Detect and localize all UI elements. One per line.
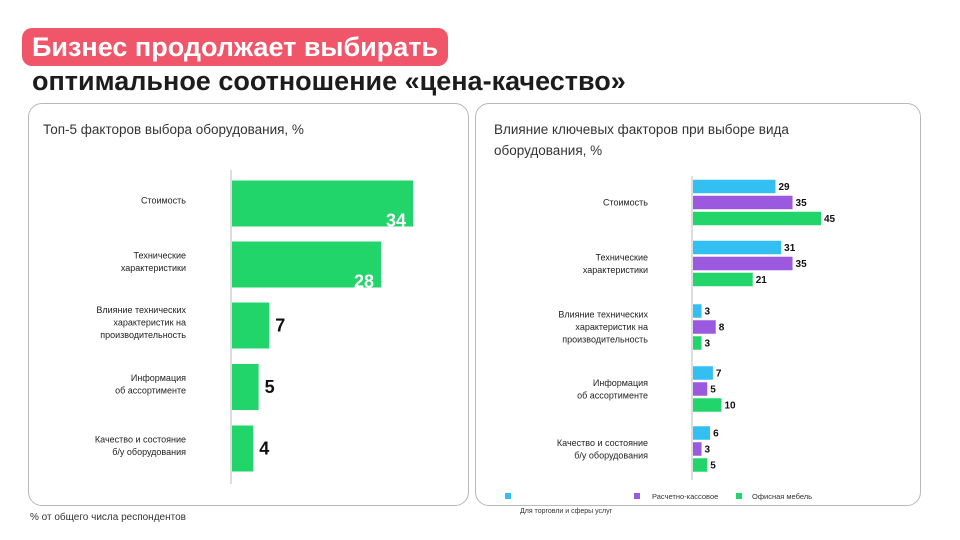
left-bar-4 xyxy=(232,364,259,410)
left-chart-panel: Топ-5 факторов выбора оборудования, % xyxy=(28,103,469,506)
left-bar-value-3: 7 xyxy=(275,316,285,336)
left-category-3-line-2: характеристик на xyxy=(113,318,186,328)
right-bar-2-series-3 xyxy=(693,272,753,287)
right-category-1-line-1: Стоимость xyxy=(603,198,648,208)
right-bar-value-5-series-3: 5 xyxy=(710,461,716,472)
left-bar-1 xyxy=(232,180,413,227)
footnote: % от общего числа респондентов xyxy=(30,512,186,523)
left-category-4-line-1: Информация xyxy=(131,373,186,383)
right-bar-1-series-2 xyxy=(693,195,793,210)
right-bar-value-4-series-3: 10 xyxy=(724,401,736,412)
right-bar-3-series-3 xyxy=(693,336,702,350)
right-bar-value-3-series-2: 8 xyxy=(719,323,725,334)
right-bar-value-4-series-2: 5 xyxy=(710,385,716,396)
left-bar-value-4: 5 xyxy=(265,377,275,397)
legend-swatch-trade xyxy=(505,493,511,499)
right-category-2-line-2: характеристики xyxy=(583,265,648,275)
left-chart-title: Топ-5 факторов выбора оборудования, % xyxy=(43,122,304,137)
right-bar-value-2-series-3: 21 xyxy=(756,275,768,286)
right-category-3-line-1: Влияние технических xyxy=(558,310,648,320)
right-bar-value-2-series-1: 31 xyxy=(784,243,796,254)
right-bar-value-3-series-1: 3 xyxy=(705,307,711,318)
right-category-5-line-2: б/у оборудования xyxy=(574,450,648,460)
right-bar-value-5-series-2: 3 xyxy=(705,445,711,456)
left-bar-value-1: 34 xyxy=(386,211,406,231)
left-bar-2 xyxy=(232,241,382,288)
right-bar-5-series-3 xyxy=(693,458,708,472)
left-category-2-line-1: Технические xyxy=(134,250,186,260)
right-bar-value-1-series-1: 29 xyxy=(778,182,790,193)
legend-swatch-office xyxy=(736,493,742,499)
right-bar-4-series-3 xyxy=(693,398,722,412)
left-bar-value-5: 4 xyxy=(259,439,269,459)
right-bar-5-series-2 xyxy=(693,442,702,456)
left-category-3-line-3: производительность xyxy=(100,330,186,340)
right-bar-4-series-1 xyxy=(693,366,713,380)
right-chart-title: Влияние ключевых факторов при выборе вид… xyxy=(494,122,789,158)
left-bar-5 xyxy=(232,425,254,472)
right-bar-4-series-2 xyxy=(693,382,708,396)
left-category-5-line-2: б/у оборудования xyxy=(112,447,186,457)
right-bar-value-1-series-2: 35 xyxy=(796,198,808,209)
legend-label-office: Офисная мебель xyxy=(752,492,812,501)
right-category-3-line-2: характеристик на xyxy=(575,322,648,332)
left-bar-value-2: 28 xyxy=(354,272,374,292)
legend-label-trade: Для торговли и сферы услуг xyxy=(520,508,613,515)
slide-title: оптимальное соотношение «цена-качество» xyxy=(32,66,626,96)
right-bar-1-series-1 xyxy=(693,179,776,194)
legend-swatch-cash xyxy=(634,493,640,499)
right-category-4-line-2: об ассортименте xyxy=(577,390,648,400)
right-category-4-line-1: Информация xyxy=(593,378,648,388)
right-bar-value-1-series-3: 45 xyxy=(824,214,836,225)
right-bar-5-series-1 xyxy=(693,426,711,440)
left-category-4-line-2: об ассортименте xyxy=(115,385,186,395)
left-category-2-line-2: характеристики xyxy=(121,263,186,273)
right-bar-value-5-series-1: 6 xyxy=(713,429,719,440)
right-bar-2-series-2 xyxy=(693,256,793,271)
right-category-2-line-1: Технические xyxy=(596,252,648,262)
left-category-1-line-1: Стоимость xyxy=(141,196,186,206)
right-category-3-line-3: производительность xyxy=(562,335,648,345)
slide-title-highlight: Бизнес продолжает выбирать xyxy=(22,28,449,66)
left-category-3-line-1: Влияние технических xyxy=(96,305,186,315)
right-bar-1-series-3 xyxy=(693,211,821,226)
right-category-5-line-1: Качество и состояние xyxy=(557,438,648,448)
left-bar-3 xyxy=(232,302,270,349)
right-bar-value-4-series-1: 7 xyxy=(716,369,722,380)
right-bar-value-2-series-2: 35 xyxy=(796,259,808,270)
legend-label-cash: Расчетно-кассовое xyxy=(652,492,718,501)
right-bar-value-3-series-3: 3 xyxy=(705,339,711,350)
right-bar-3-series-1 xyxy=(693,304,702,318)
right-bar-2-series-1 xyxy=(693,240,782,255)
right-bar-3-series-2 xyxy=(693,320,716,334)
left-category-5-line-1: Качество и состояние xyxy=(95,434,186,444)
